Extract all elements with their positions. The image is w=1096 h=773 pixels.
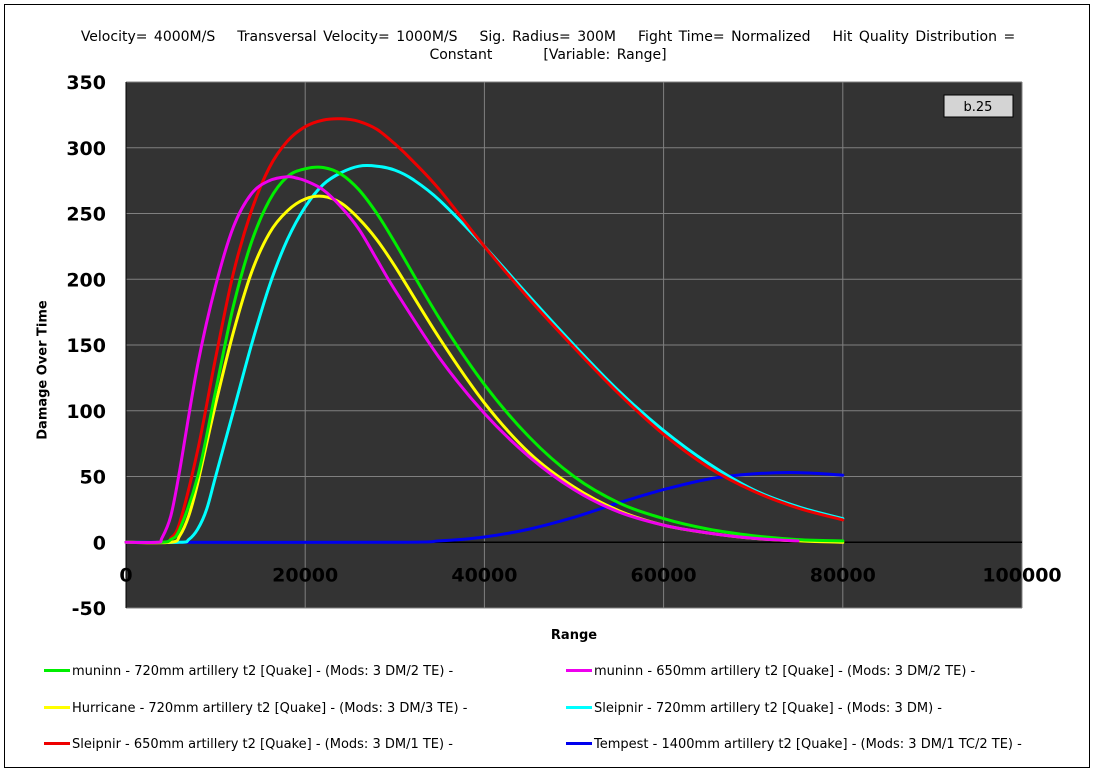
chart-title: Velocity= 4000M/S Transversal Velocity= 1… <box>0 28 1096 64</box>
x-tick-label: 60000 <box>631 564 697 586</box>
legend-item: Hurricane - 720mm artillery t2 [Quake] -… <box>44 701 467 717</box>
chart-title-line-1: Velocity= 4000M/S Transversal Velocity= 1… <box>0 28 1096 46</box>
legend-label: Sleipnir - 720mm artillery t2 [Quake] - … <box>594 701 942 716</box>
legend-label: Hurricane - 720mm artillery t2 [Quake] -… <box>72 701 468 716</box>
y-tick-label: -50 <box>72 598 106 620</box>
legend-swatch <box>44 706 70 709</box>
x-tick-label: 80000 <box>810 564 876 586</box>
legend-item: Tempest - 1400mm artillery t2 [Quake] - … <box>566 737 1022 753</box>
title-sig-radius: Sig. Radius= 300M <box>479 29 617 45</box>
y-tick-label: 300 <box>66 138 106 160</box>
x-tick-label: 0 <box>119 564 132 586</box>
y-tick-label: 0 <box>93 532 106 554</box>
y-tick-label: 150 <box>66 335 106 357</box>
x-tick-label: 20000 <box>272 564 338 586</box>
chart-title-line-2: Constant [Variable: Range] <box>0 46 1096 64</box>
legend-label: muninn - 650mm artillery t2 [Quake] - (M… <box>594 664 976 679</box>
legend-item: Sleipnir - 650mm artillery t2 [Quake] - … <box>44 737 453 753</box>
legend-label: Tempest - 1400mm artillery t2 [Quake] - … <box>594 737 1022 752</box>
x-tick-label: 100000 <box>982 564 1061 586</box>
y-axis-label: Damage Over Time <box>35 300 51 440</box>
legend-label: muninn - 720mm artillery t2 [Quake] - (M… <box>72 664 454 679</box>
x-tick-label: 40000 <box>451 564 517 586</box>
legend-swatch <box>566 742 592 745</box>
y-tick-label: 100 <box>66 401 106 423</box>
series-line <box>124 165 845 544</box>
title-velocity: Velocity= 4000M/S <box>80 29 216 45</box>
legend-swatch <box>566 706 592 709</box>
title-fight-time: Fight Time= Normalized <box>638 29 811 45</box>
version-badge <box>943 94 1014 118</box>
legend-label: Sleipnir - 650mm artillery t2 [Quake] - … <box>72 737 453 752</box>
series-line <box>124 117 845 545</box>
series-line <box>124 471 845 544</box>
title-hit-quality: Hit Quality Distribution = <box>832 29 1016 45</box>
legend-swatch <box>44 669 70 672</box>
series-line <box>124 164 845 544</box>
y-tick-label: 250 <box>66 204 106 226</box>
legend-swatch <box>566 669 592 672</box>
legend-item: muninn - 650mm artillery t2 [Quake] - (M… <box>566 664 975 680</box>
y-tick-label: 200 <box>66 269 106 291</box>
legend-swatch <box>44 742 70 745</box>
title-transversal-velocity: Transversal Velocity= 1000M/S <box>237 29 458 45</box>
title-constant: Constant <box>429 47 493 63</box>
legend-item: Sleipnir - 720mm artillery t2 [Quake] - … <box>566 701 942 717</box>
version-badge-label: b.25 <box>964 100 993 115</box>
x-axis-label: Range <box>550 628 598 643</box>
y-tick-label: 350 <box>66 72 106 94</box>
y-tick-label: 50 <box>80 467 106 489</box>
legend-item: muninn - 720mm artillery t2 [Quake] - (M… <box>44 664 453 680</box>
title-variable: [Variable: Range] <box>543 47 667 63</box>
series-line <box>124 175 800 545</box>
